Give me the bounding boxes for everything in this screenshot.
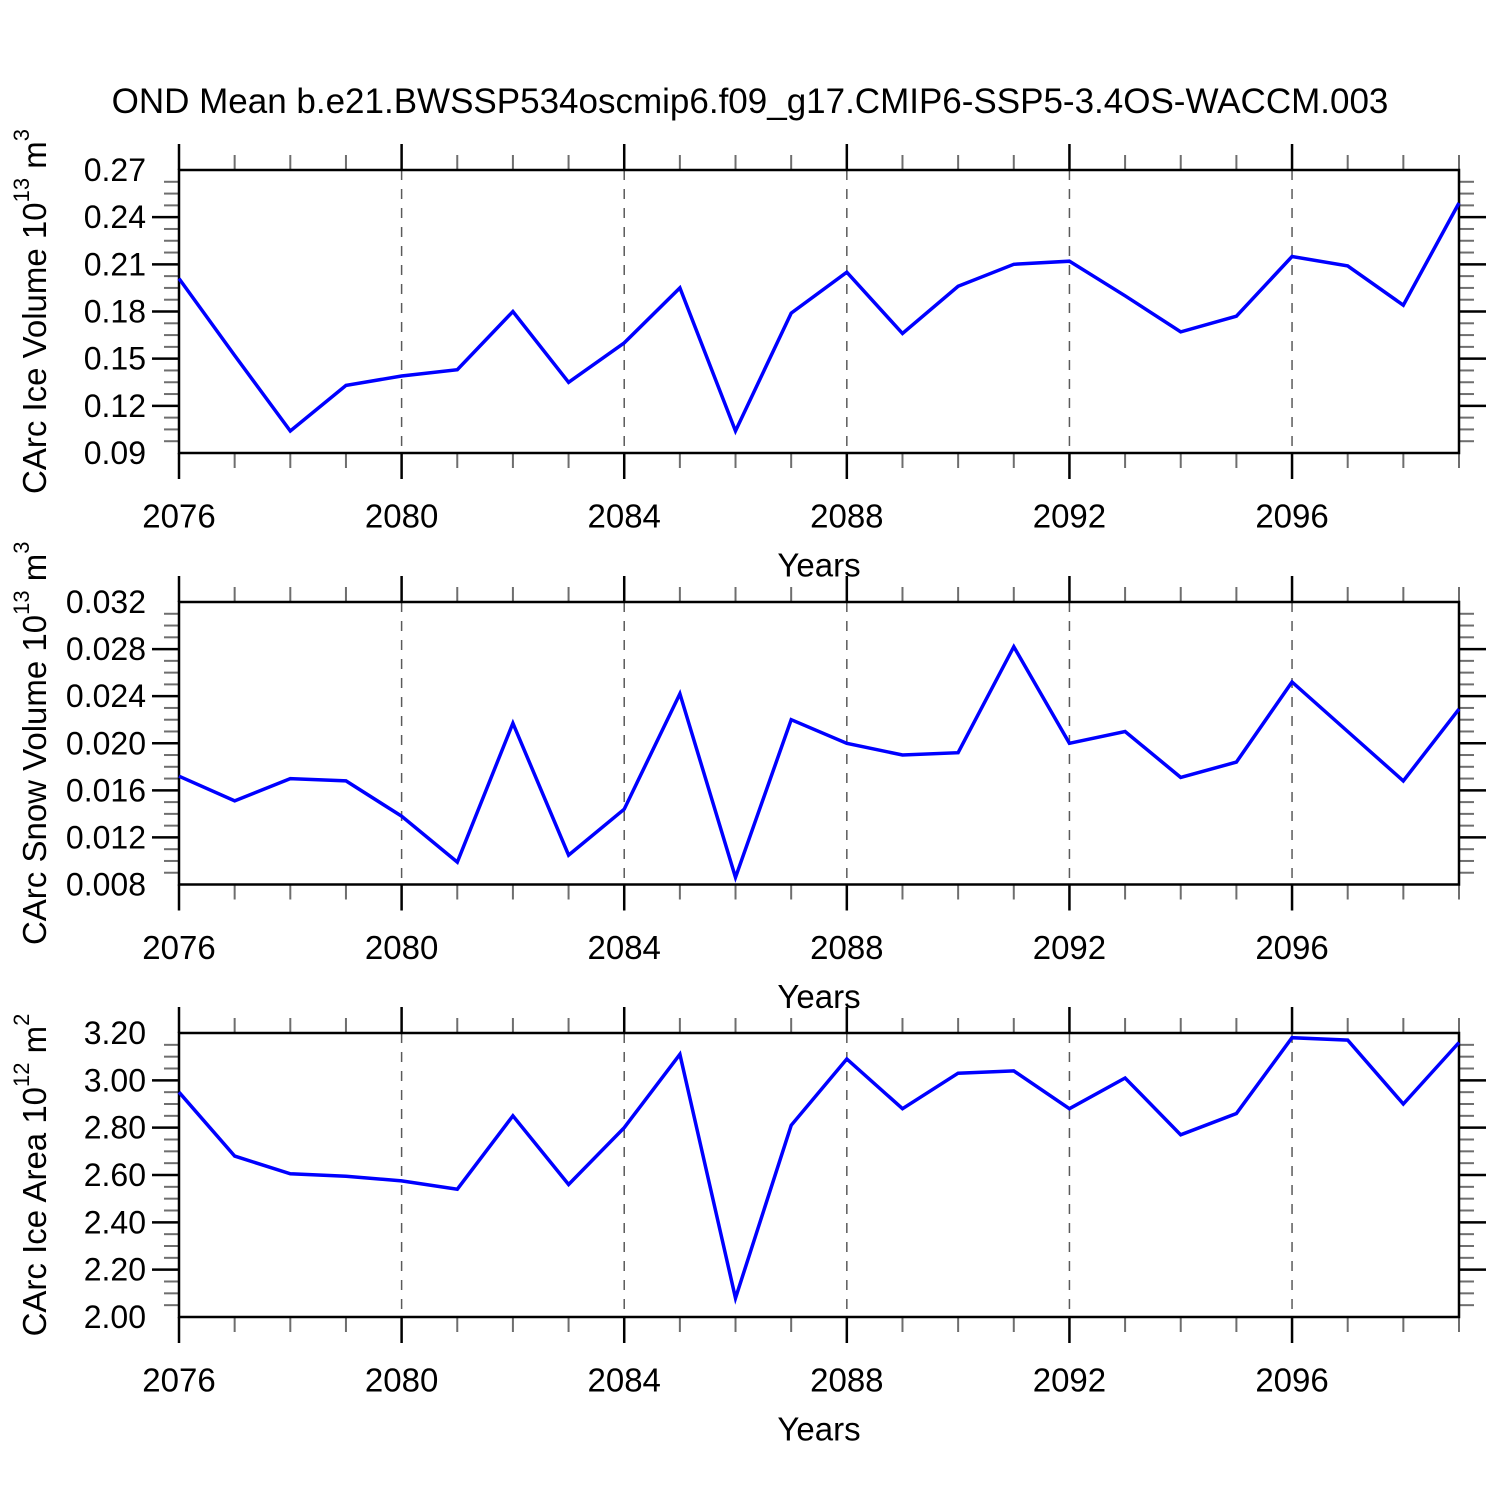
snow-volume-ytick-label: 0.020 [66, 725, 146, 761]
ice-area-ytick-label: 2.40 [84, 1204, 146, 1240]
ice-volume-ytick-label: 0.09 [84, 435, 146, 471]
snow-volume-plot-box [177, 600, 1461, 886]
ice-volume-ytick-label: 0.27 [84, 152, 146, 188]
ice-volume-xtick-label: 2080 [365, 498, 438, 535]
ice-area-yaxis-title-part: m [16, 1026, 53, 1063]
snow-volume-ytick-label: 0.012 [66, 819, 146, 855]
snow-volume-yaxis-title-part: 3 [9, 541, 34, 553]
ice-area-ytick-label: 2.00 [84, 1299, 146, 1335]
ice-area-xtick-label: 2088 [810, 1362, 883, 1399]
ice-area-xaxis-title: Years [777, 1411, 860, 1448]
snow-volume-xaxis-title: Years [777, 978, 860, 1015]
ice-volume-chart: 0.09 0.12 0.15 0.18 0.21 0.24 0.27 2076 2080 2084… [9, 129, 1486, 584]
snow-volume-xtick-label: 2096 [1255, 929, 1328, 966]
ice-area-yaxis-title-part: 12 [9, 1062, 34, 1086]
ice-volume-yaxis-title-part: 13 [9, 178, 34, 202]
ice-area-yaxis-title-part: 2 [9, 1014, 34, 1026]
ice-area-xtick-label: 2096 [1255, 1362, 1328, 1399]
snow-volume-xtick-label: 2080 [365, 929, 438, 966]
snow-volume-ytick-label: 0.032 [66, 584, 146, 620]
ice-volume-yaxis-title: CArc Ice Volume 1013 m3 [9, 129, 53, 494]
ice-area-yaxis-title: CArc Ice Area 1012 m2 [9, 1014, 53, 1337]
ice-area-ytick-label: 2.20 [84, 1252, 146, 1288]
ice-volume-xtick-label: 2096 [1255, 498, 1328, 535]
snow-volume-xtick-label: 2084 [588, 929, 661, 966]
ice-volume-ytick-label: 0.21 [84, 246, 146, 282]
ice-area-xtick-label: 2080 [365, 1362, 438, 1399]
figure-title: OND Mean b.e21.BWSSP534oscmip6.f09_g17.C… [111, 82, 1389, 121]
snow-volume-ytick-label: 0.024 [66, 678, 146, 714]
ice-area-xtick-label: 2076 [142, 1362, 215, 1399]
ice-volume-yaxis-title-part: m [16, 141, 53, 178]
ice-area-ytick-label: 3.00 [84, 1062, 146, 1098]
snow-volume-ytick-label: 0.028 [66, 631, 146, 667]
ice-volume-xtick-label: 2084 [588, 498, 661, 535]
ice-volume-ytick-label: 0.18 [84, 294, 146, 330]
ice-volume-yaxis-title-part: 3 [9, 129, 34, 141]
snow-volume-ytick-label: 0.016 [66, 772, 146, 808]
ice-area-ytick-label: 3.20 [84, 1015, 146, 1051]
ice-area-ytick-label: 2.80 [84, 1110, 146, 1146]
ice-area-series-line [177, 1035, 1461, 1305]
snow-volume-xtick-label: 2092 [1033, 929, 1106, 966]
ice-volume-xtick-label: 2076 [142, 498, 215, 535]
ice-volume-plot-box [177, 168, 1461, 455]
ice-volume-ytick-label: 0.12 [84, 388, 146, 424]
ice-area-xtick-label: 2084 [588, 1362, 661, 1399]
ice-volume-yaxis-title-part: CArc Ice Volume 10 [16, 202, 53, 494]
snow-volume-yaxis-title-part: CArc Snow Volume 10 [16, 615, 53, 945]
snow-volume-yaxis-title-part: m [16, 554, 53, 591]
ice-volume-ytick-label: 0.15 [84, 341, 146, 377]
snow-volume-yaxis-title: CArc Snow Volume 1013 m3 [9, 541, 53, 945]
ice-volume-xaxis-title: Years [777, 547, 860, 584]
snow-volume-ytick-label: 0.008 [66, 867, 146, 903]
ice-area-plot-box [177, 1031, 1461, 1319]
ice-volume-series-line [177, 202, 1461, 436]
ice-area-chart: 2.00 2.20 2.40 2.60 2.80 3.00 3.20 2076 2080 2084… [9, 1007, 1486, 1448]
snow-volume-xtick-label: 2076 [142, 929, 215, 966]
snow-volume-chart: 0.008 0.012 0.016 0.020 0.024 0.028 0.032 2076 2… [9, 541, 1486, 1015]
ice-area-ytick-label: 2.60 [84, 1157, 146, 1193]
ice-volume-ytick-label: 0.24 [84, 199, 146, 235]
ice-area-yaxis-title-part: CArc Ice Area 10 [16, 1087, 53, 1336]
snow-volume-yaxis-title-part: 13 [9, 590, 34, 614]
snow-volume-series-line [178, 643, 1461, 884]
ice-volume-xtick-label: 2088 [810, 498, 883, 535]
ice-volume-xtick-label: 2092 [1033, 498, 1106, 535]
ice-area-xtick-label: 2092 [1033, 1362, 1106, 1399]
snow-volume-xtick-label: 2088 [810, 929, 883, 966]
